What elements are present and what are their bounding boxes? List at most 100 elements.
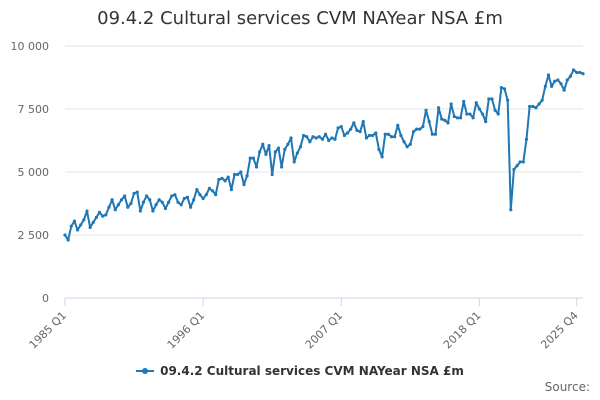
data-point[interactable] <box>352 121 356 125</box>
data-point[interactable] <box>160 200 164 204</box>
data-point[interactable] <box>465 112 469 116</box>
data-point[interactable] <box>126 205 130 209</box>
data-point[interactable] <box>210 189 215 193</box>
data-point[interactable] <box>236 172 240 177</box>
data-point[interactable] <box>449 102 453 106</box>
data-point[interactable] <box>452 114 456 119</box>
data-point[interactable] <box>377 147 381 151</box>
data-point[interactable] <box>283 147 287 151</box>
data-point[interactable] <box>320 137 325 141</box>
data-point[interactable] <box>248 156 252 160</box>
data-point[interactable] <box>123 194 127 198</box>
data-point[interactable] <box>72 219 77 223</box>
data-point[interactable] <box>496 112 500 116</box>
data-point[interactable] <box>524 137 529 141</box>
data-point[interactable] <box>528 104 532 109</box>
data-point[interactable] <box>330 136 334 140</box>
data-point[interactable] <box>430 132 434 136</box>
data-point[interactable] <box>386 132 390 136</box>
data-point[interactable] <box>148 198 152 202</box>
data-point[interactable] <box>553 79 557 83</box>
data-point[interactable] <box>415 127 419 131</box>
data-point[interactable] <box>138 209 142 213</box>
data-point[interactable] <box>88 225 92 230</box>
data-point[interactable] <box>471 116 475 120</box>
data-point[interactable] <box>342 133 347 138</box>
data-point[interactable] <box>521 160 525 164</box>
data-point[interactable] <box>292 160 296 164</box>
data-point[interactable] <box>94 215 98 219</box>
data-point[interactable] <box>170 194 174 198</box>
data-point[interactable] <box>223 179 227 183</box>
data-point[interactable] <box>327 138 331 143</box>
data-point[interactable] <box>308 140 312 144</box>
data-point[interactable] <box>440 117 444 121</box>
data-point[interactable] <box>207 186 212 190</box>
data-point[interactable] <box>245 174 249 178</box>
data-point[interactable] <box>333 137 337 141</box>
data-point[interactable] <box>298 145 303 149</box>
data-point[interactable] <box>254 165 259 169</box>
data-point[interactable] <box>188 205 193 209</box>
data-point[interactable] <box>154 203 158 207</box>
data-point[interactable] <box>380 155 384 159</box>
data-point[interactable] <box>518 160 522 164</box>
data-point[interactable] <box>107 205 111 209</box>
data-point[interactable] <box>280 165 284 169</box>
data-point[interactable] <box>295 151 299 155</box>
data-point[interactable] <box>116 203 120 207</box>
data-point[interactable] <box>399 133 403 138</box>
data-point[interactable] <box>167 200 171 204</box>
data-point[interactable] <box>436 106 441 110</box>
data-point[interactable] <box>63 233 67 237</box>
data-point[interactable] <box>418 127 422 131</box>
data-point[interactable] <box>301 133 306 138</box>
data-point[interactable] <box>371 133 375 138</box>
data-point[interactable] <box>311 135 315 139</box>
data-point[interactable] <box>562 88 566 92</box>
data-point[interactable] <box>163 206 168 211</box>
data-point[interactable] <box>537 102 541 106</box>
data-point[interactable] <box>408 142 412 146</box>
data-point[interactable] <box>220 176 224 180</box>
data-point[interactable] <box>477 107 481 111</box>
data-point[interactable] <box>433 132 438 136</box>
data-point[interactable] <box>458 116 463 120</box>
data-point[interactable] <box>374 131 378 135</box>
data-point[interactable] <box>349 127 353 131</box>
data-point[interactable] <box>531 104 535 109</box>
data-point[interactable] <box>267 143 271 148</box>
data-point[interactable] <box>575 70 579 75</box>
data-point[interactable] <box>132 191 136 196</box>
data-point[interactable] <box>104 213 108 217</box>
data-point[interactable] <box>229 188 233 192</box>
data-point[interactable] <box>389 135 394 139</box>
data-point[interactable] <box>204 193 208 197</box>
data-point[interactable] <box>66 238 70 242</box>
data-point[interactable] <box>179 203 183 207</box>
data-point[interactable] <box>405 145 409 149</box>
data-point[interactable] <box>358 130 362 134</box>
data-point[interactable] <box>226 175 230 179</box>
data-point[interactable] <box>336 126 340 130</box>
data-point[interactable] <box>446 121 450 125</box>
data-point[interactable] <box>546 73 551 77</box>
data-point[interactable] <box>273 150 277 154</box>
data-point[interactable] <box>185 195 190 199</box>
data-point[interactable] <box>97 210 102 214</box>
data-point[interactable] <box>427 120 431 124</box>
data-point[interactable] <box>506 98 510 102</box>
data-point[interactable] <box>242 183 246 187</box>
data-point[interactable] <box>411 130 416 134</box>
data-point[interactable] <box>286 142 290 146</box>
data-point[interactable] <box>568 74 573 78</box>
data-point[interactable] <box>393 135 397 139</box>
data-point[interactable] <box>581 72 585 76</box>
data-point[interactable] <box>540 98 544 102</box>
data-point[interactable] <box>534 106 538 110</box>
data-point[interactable] <box>69 224 73 228</box>
data-point[interactable] <box>79 223 83 227</box>
data-point[interactable] <box>192 198 196 202</box>
data-point[interactable] <box>493 108 497 112</box>
data-point[interactable] <box>176 200 180 204</box>
